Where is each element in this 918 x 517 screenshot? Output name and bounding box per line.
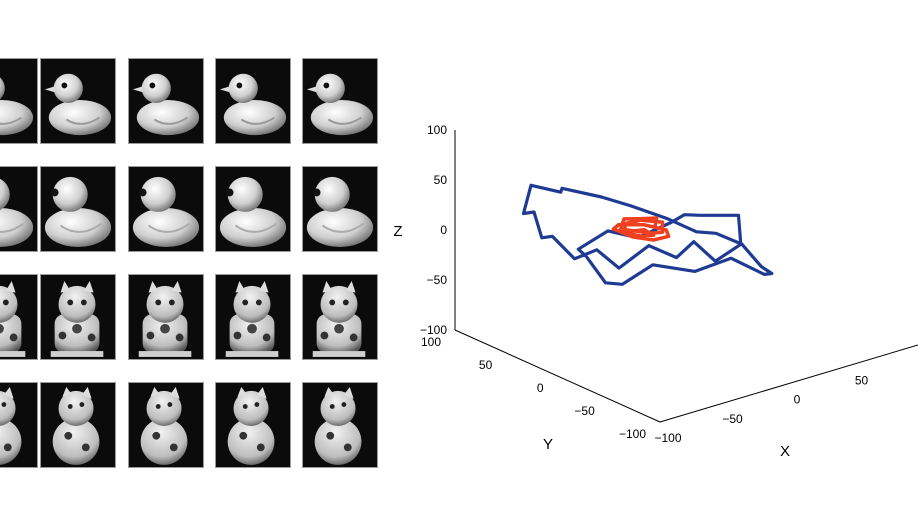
x-axis-line <box>659 344 918 423</box>
x-tick-label: −50 <box>722 412 743 426</box>
thumbnail-lucky-cat-front <box>128 274 204 360</box>
thumbnail-rubber-duck-front <box>40 166 116 252</box>
thumbnail-rubber-duck-side <box>0 58 38 144</box>
thumbnail-rubber-duck-front <box>215 166 291 252</box>
y-axis-line <box>454 329 661 423</box>
thumbnail-lucky-cat-angle <box>302 382 378 468</box>
series-group <box>521 183 774 286</box>
trajectory-red <box>611 216 671 242</box>
y-tick-label: 0 <box>537 381 544 395</box>
x-tick-label: −100 <box>654 431 681 445</box>
thumbnail-lucky-cat-front <box>40 274 116 360</box>
x-tick-label: 50 <box>855 373 869 387</box>
thumbnail-rubber-duck-front <box>0 166 38 252</box>
thumbnail-rubber-duck-front <box>128 166 204 252</box>
thumbnail-grid <box>0 0 380 517</box>
thumbnail-lucky-cat-angle <box>215 382 291 468</box>
thumbnail-lucky-cat-front <box>215 274 291 360</box>
z-tick-label: −50 <box>427 273 448 287</box>
y-axis-label: Y <box>543 436 553 453</box>
trajectory-blue <box>521 183 774 286</box>
thumbnail-lucky-cat-angle <box>40 382 116 468</box>
z-tick-label: 50 <box>434 173 448 187</box>
y-tick-label: 50 <box>479 358 493 372</box>
z-tick-label: −100 <box>420 323 447 337</box>
thumbnail-rubber-duck-side <box>302 58 378 144</box>
thumbnail-lucky-cat-front <box>302 274 378 360</box>
z-tick-label: 100 <box>427 123 447 137</box>
thumbnail-rubber-duck-side <box>40 58 116 144</box>
axes <box>454 130 918 423</box>
z-tick-label: 0 <box>440 223 447 237</box>
thumbnail-rubber-duck-front <box>302 166 378 252</box>
x-axis-label: X <box>780 443 790 460</box>
thumbnail-rubber-duck-side <box>215 58 291 144</box>
z-axis-label: Z <box>393 223 402 240</box>
y-tick-label: −100 <box>619 427 646 441</box>
x-tick-label: 0 <box>794 393 801 407</box>
y-tick-label: −50 <box>574 404 595 418</box>
thumbnail-rubber-duck-side <box>128 58 204 144</box>
y-tick-label: 100 <box>421 335 441 349</box>
thumbnail-lucky-cat-angle <box>0 382 38 468</box>
thumbnail-lucky-cat-angle <box>128 382 204 468</box>
thumbnail-lucky-cat-front <box>0 274 38 360</box>
